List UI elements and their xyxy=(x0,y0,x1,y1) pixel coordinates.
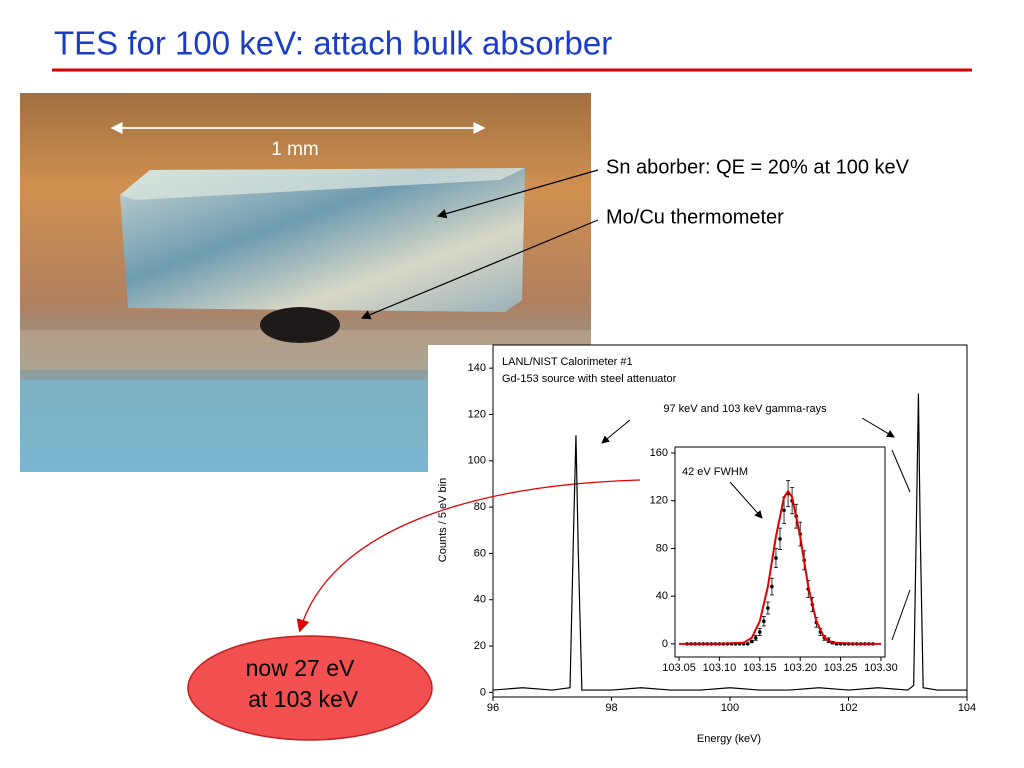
x-tick-label: 103.05 xyxy=(662,662,696,674)
photo-annotation: Sn aborber: QE = 20% at 100 keV xyxy=(606,156,910,178)
data-point xyxy=(762,619,766,624)
y-tick-label: 20 xyxy=(474,640,486,652)
y-tick-label: 40 xyxy=(474,594,486,606)
x-tick-label: 98 xyxy=(605,702,617,714)
callout-bubble xyxy=(187,635,433,741)
data-point xyxy=(758,630,762,634)
zoom-line xyxy=(891,449,911,493)
y-tick-label: 80 xyxy=(656,542,668,554)
data-point xyxy=(766,606,770,610)
chart-annotation: 97 keV and 103 keV gamma-rays xyxy=(663,403,827,415)
photo-annotation: Mo/Cu thermometer xyxy=(606,206,784,228)
x-tick-label: 102 xyxy=(839,702,857,714)
data-point xyxy=(782,508,786,513)
callout-text: at 103 keV xyxy=(242,686,359,712)
y-tick-label: 100 xyxy=(468,455,486,467)
annotation-arrow xyxy=(729,481,763,519)
x-tick-label: 96 xyxy=(487,702,499,714)
zoom-line xyxy=(891,589,911,641)
y-tick-label: 60 xyxy=(474,547,486,559)
callout-text: now 27 eV xyxy=(246,655,355,681)
x-tick-label: 103.15 xyxy=(743,662,777,674)
scale-label: 1 mm xyxy=(271,139,319,160)
y-tick-label: 40 xyxy=(656,590,668,602)
spectrum-line xyxy=(492,393,967,691)
y-tick-label: 160 xyxy=(650,447,668,459)
slide-title: TES for 100 keV: attach bulk absorber xyxy=(54,25,612,62)
chart-title: LANL/NIST Calorimeter #1 xyxy=(502,356,633,368)
data-point xyxy=(753,636,758,640)
annotation-arrow xyxy=(360,219,599,320)
inset-annotation: 42 eV FWHM xyxy=(682,466,748,478)
y-tick-label: 0 xyxy=(662,638,668,650)
x-tick-label: 103.25 xyxy=(824,662,858,674)
chart-subtitle: Gd-153 source with steel attenuator xyxy=(502,373,677,385)
data-point xyxy=(774,556,778,560)
y-tick-label: 120 xyxy=(650,495,668,507)
y-tick-label: 80 xyxy=(474,501,486,513)
y-tick-label: 120 xyxy=(468,408,486,420)
data-point xyxy=(749,639,754,644)
x-axis-label: Energy (keV) xyxy=(697,733,761,745)
annotation-arrow xyxy=(601,419,631,444)
annotation-arrow xyxy=(861,417,895,438)
x-tick-label: 103.20 xyxy=(783,662,817,674)
y-tick-label: 140 xyxy=(468,362,486,374)
y-axis-label: Counts / 5 eV bin xyxy=(437,478,449,562)
y-tick-label: 0 xyxy=(480,686,486,698)
x-tick-label: 103.30 xyxy=(864,662,898,674)
x-tick-label: 104 xyxy=(958,702,976,714)
callout-arrow xyxy=(296,479,641,633)
x-tick-label: 103.10 xyxy=(703,662,737,674)
data-point xyxy=(770,584,774,589)
fit-curve xyxy=(679,489,881,645)
inset-frame xyxy=(674,446,886,658)
annotation-arrow xyxy=(436,169,599,219)
data-point xyxy=(778,537,782,541)
data-point xyxy=(745,642,750,646)
x-tick-label: 100 xyxy=(721,702,739,714)
